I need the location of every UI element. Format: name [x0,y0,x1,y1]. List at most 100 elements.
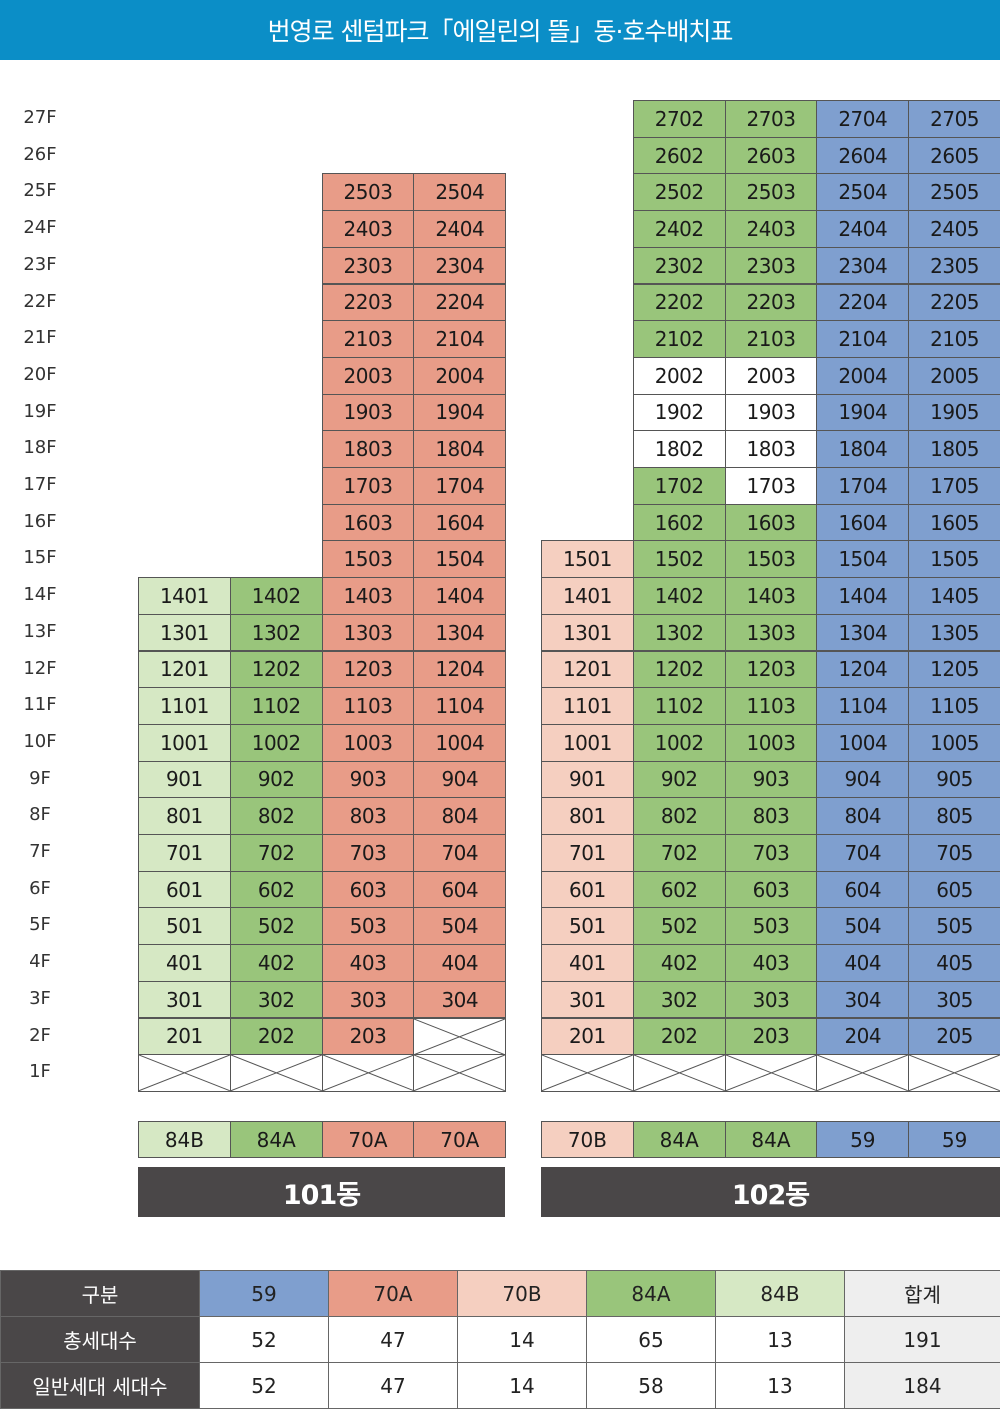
unit-cell: 2202 [632,283,726,322]
unit-cell: 2503 [321,173,415,212]
unit-cell: 1604 [816,503,910,542]
unit-cell: 303 [724,980,818,1019]
unit-cell: 503 [724,907,818,946]
floor-label: 13F [23,620,57,642]
unit-cell: 2104 [816,320,910,358]
unit-cell: 2405 [908,210,1000,248]
unit-cell: 1003 [724,723,818,762]
unit-cell: 1501 [541,540,634,579]
unit-cell: 304 [413,980,507,1019]
floor-label: 8F [29,804,51,826]
unit-cell: 202 [632,1017,726,1056]
unit-cell: 705 [908,834,1000,872]
summary-header-cell: 구분 [0,1270,200,1317]
unit-cell: 1302 [229,613,323,652]
piloti-cell [541,1054,634,1092]
floor-label: 1F [29,1061,51,1083]
piloti-cell [816,1054,910,1092]
unit-cell: 2605 [908,136,1000,175]
unit-cell: 601 [138,870,231,909]
unit-cell: 1602 [632,503,726,542]
unit-cell: 1203 [724,650,818,689]
floor-label: 27F [23,107,57,128]
unit-cell: 1101 [541,687,634,725]
unit-cell: 2503 [724,173,818,212]
unit-cell: 903 [724,760,818,799]
floor-label: 2F [29,1024,51,1046]
unit-cell: 1305 [908,613,1000,652]
unit-cell: 2702 [632,100,726,138]
unit-cell: 604 [816,870,910,909]
summary-cell: 65 [586,1316,716,1363]
unit-cell: 1202 [632,650,726,689]
unit-cell: 1301 [138,613,231,652]
summary-cell: 52 [199,1316,329,1363]
floor-label: 6F [29,877,51,899]
unit-cell: 305 [908,980,1000,1019]
unit-cell: 802 [632,797,726,835]
unit-type-cell: 70B [541,1121,634,1158]
piloti-cell [724,1054,818,1092]
unit-cell: 605 [908,870,1000,909]
unit-cell: 1805 [908,430,1000,468]
unit-cell: 803 [724,797,818,835]
unit-cell: 701 [138,834,231,872]
unit-cell: 1703 [724,467,818,505]
unit-cell: 1301 [541,613,634,652]
summary-row: 일반세대 세대수 52 47 14 58 13 184 [0,1362,1000,1409]
summary-cell: 191 [844,1316,1000,1363]
unit-cell: 2403 [321,210,415,248]
unit-cell: 505 [908,907,1000,946]
floor-label: 21F [23,327,57,349]
unit-cell: 2604 [816,136,910,175]
unit-cell: 2404 [816,210,910,248]
floor-label: 7F [29,841,51,862]
unit-cell: 902 [632,760,726,799]
floor-label: 18F [23,437,57,459]
unit-cell: 1905 [908,393,1000,432]
unit-cell: 603 [321,870,415,909]
unit-cell: 1302 [632,613,726,652]
unit-cell: 1403 [724,577,818,615]
unit-cell: 903 [321,760,415,799]
unit-cell: 802 [229,797,323,835]
unit-cell: 1903 [724,393,818,432]
unit-cell: 401 [138,944,231,982]
unit-cell: 2103 [321,320,415,358]
unit-cell: 404 [413,944,507,982]
unit-cell: 2404 [413,210,507,248]
unit-cell: 902 [229,760,323,799]
unit-cell: 1405 [908,577,1000,615]
empty-unit-cell [413,1017,507,1056]
unit-cell: 1402 [632,577,726,615]
unit-cell: 402 [229,944,323,982]
unit-cell: 1205 [908,650,1000,689]
unit-cell: 204 [816,1017,910,1056]
unit-cell: 703 [321,834,415,872]
unit-cell: 1304 [816,613,910,652]
unit-type-cell: 59 [908,1121,1000,1158]
unit-cell: 702 [632,834,726,872]
unit-cell: 2103 [724,320,818,358]
unit-cell: 501 [138,907,231,946]
floor-label: 23F [23,253,57,275]
unit-cell: 2204 [816,283,910,322]
summary-cell: 47 [328,1316,458,1363]
floor-label: 14F [23,584,57,606]
unit-cell: 502 [632,907,726,946]
unit-cell: 2402 [632,210,726,248]
building-101-label: 101동 [138,1167,505,1217]
piloti-cell [321,1054,415,1092]
unit-cell: 1101 [138,687,231,725]
unit-cell: 1104 [816,687,910,725]
unit-cell: 403 [321,944,415,982]
unit-cell: 2603 [724,136,818,175]
unit-cell: 2204 [413,283,507,322]
unit-cell: 2102 [632,320,726,358]
summary-header-cell: 59 [199,1270,329,1317]
unit-cell: 1404 [816,577,910,615]
unit-cell: 2504 [816,173,910,212]
unit-cell: 202 [229,1017,323,1056]
floor-label: 19F [23,400,57,422]
unit-cell: 1803 [321,430,415,468]
